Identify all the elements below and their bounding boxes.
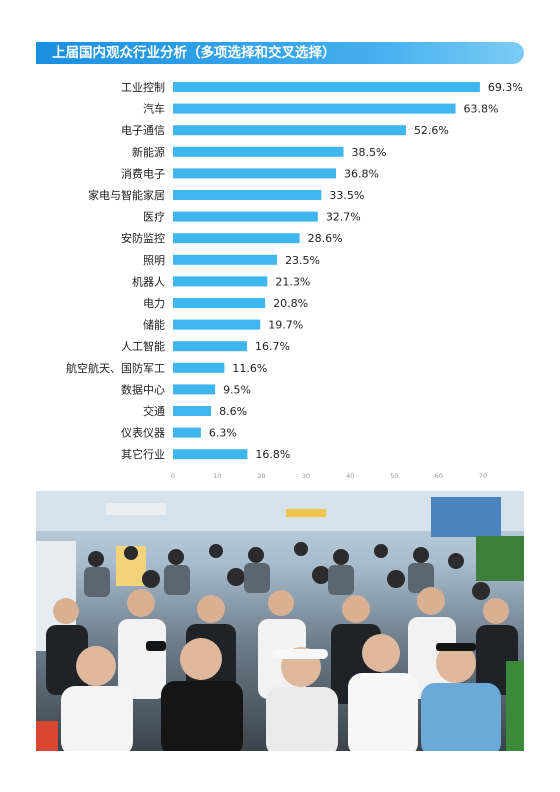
category-label: 安防监控 [121, 231, 165, 245]
bar [173, 233, 300, 244]
x-tick-label: 60 [435, 472, 443, 480]
value-label: 8.6% [219, 405, 247, 418]
chart-title: 上届国内观众行业分析（多项选择和交叉选择） [52, 45, 336, 61]
bar [173, 319, 261, 330]
value-label: 6.3% [209, 427, 237, 440]
category-label: 交通 [143, 404, 165, 418]
value-label: 16.8% [255, 448, 290, 461]
category-label: 医疗 [143, 210, 165, 224]
x-tick-label: 50 [390, 472, 398, 480]
x-tick-label: 30 [302, 472, 310, 480]
bar [173, 276, 268, 287]
bar [173, 125, 406, 136]
x-tick-label: 10 [213, 472, 221, 480]
bar [173, 103, 456, 114]
category-label: 照明 [143, 254, 165, 267]
value-label: 19.7% [268, 319, 303, 332]
value-label: 21.3% [275, 275, 310, 288]
exhibition-crowd-photo [36, 491, 524, 751]
x-tick-label: 0 [171, 472, 175, 480]
bar [173, 190, 322, 200]
value-label: 11.6% [232, 362, 267, 375]
value-label: 52.6% [414, 124, 449, 137]
category-label: 储能 [143, 318, 165, 332]
bar [173, 427, 201, 438]
category-label: 仪表仪器 [121, 426, 165, 440]
category-label: 机器人 [132, 274, 165, 288]
value-label: 36.8% [344, 167, 379, 180]
bar [173, 298, 266, 308]
bar [173, 406, 212, 416]
bar [173, 82, 480, 92]
bar [173, 168, 336, 179]
category-label: 人工智能 [121, 339, 165, 353]
x-tick-label: 20 [257, 472, 265, 480]
bar [173, 146, 344, 157]
x-tick-label: 40 [346, 472, 354, 480]
category-label: 汽车 [143, 102, 165, 116]
category-label: 数据中心 [121, 382, 165, 396]
bar [173, 384, 216, 395]
value-label: 28.6% [308, 232, 343, 245]
bar [173, 449, 248, 460]
category-label: 工业控制 [121, 80, 165, 94]
value-label: 9.5% [223, 383, 251, 396]
category-label: 航空航天、国防军工 [66, 361, 165, 375]
bar-chart: 工业控制 69.3% 汽车 63.8% 电子通信 52.6% 新能源 38.5% 消费电子 36.… [66, 80, 523, 480]
value-label: 38.5% [352, 146, 387, 159]
value-label: 20.8% [273, 297, 308, 310]
x-tick-label: 70 [479, 472, 487, 480]
bar [173, 254, 278, 265]
category-label: 消费电子 [121, 166, 165, 180]
category-label: 新能源 [132, 145, 165, 159]
bar [173, 341, 247, 352]
value-label: 16.7% [255, 340, 290, 353]
category-label: 家电与智能家居 [88, 188, 165, 202]
value-label: 33.5% [329, 189, 364, 202]
crowd-illustration [36, 491, 524, 751]
value-label: 32.7% [326, 211, 361, 224]
value-label: 23.5% [285, 254, 320, 267]
category-label: 电力 [143, 297, 165, 310]
bar [173, 211, 318, 222]
chart-title-banner: 上届国内观众行业分析（多项选择和交叉选择） [36, 42, 524, 64]
value-label: 69.3% [488, 81, 523, 94]
category-label: 电子通信 [121, 124, 165, 137]
value-label: 63.8% [464, 103, 499, 116]
category-label: 其它行业 [121, 447, 165, 461]
bar [173, 362, 225, 373]
